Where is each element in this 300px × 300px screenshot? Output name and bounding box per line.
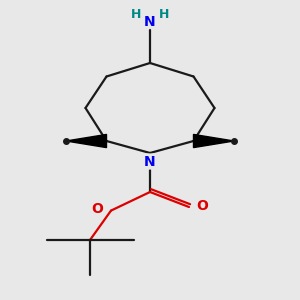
- Text: H: H: [130, 8, 141, 21]
- Text: H: H: [159, 8, 170, 21]
- Text: N: N: [144, 154, 156, 169]
- Text: N: N: [144, 14, 156, 28]
- Polygon shape: [66, 134, 106, 148]
- Text: O: O: [92, 202, 104, 216]
- Text: O: O: [196, 199, 208, 212]
- Polygon shape: [194, 134, 234, 148]
